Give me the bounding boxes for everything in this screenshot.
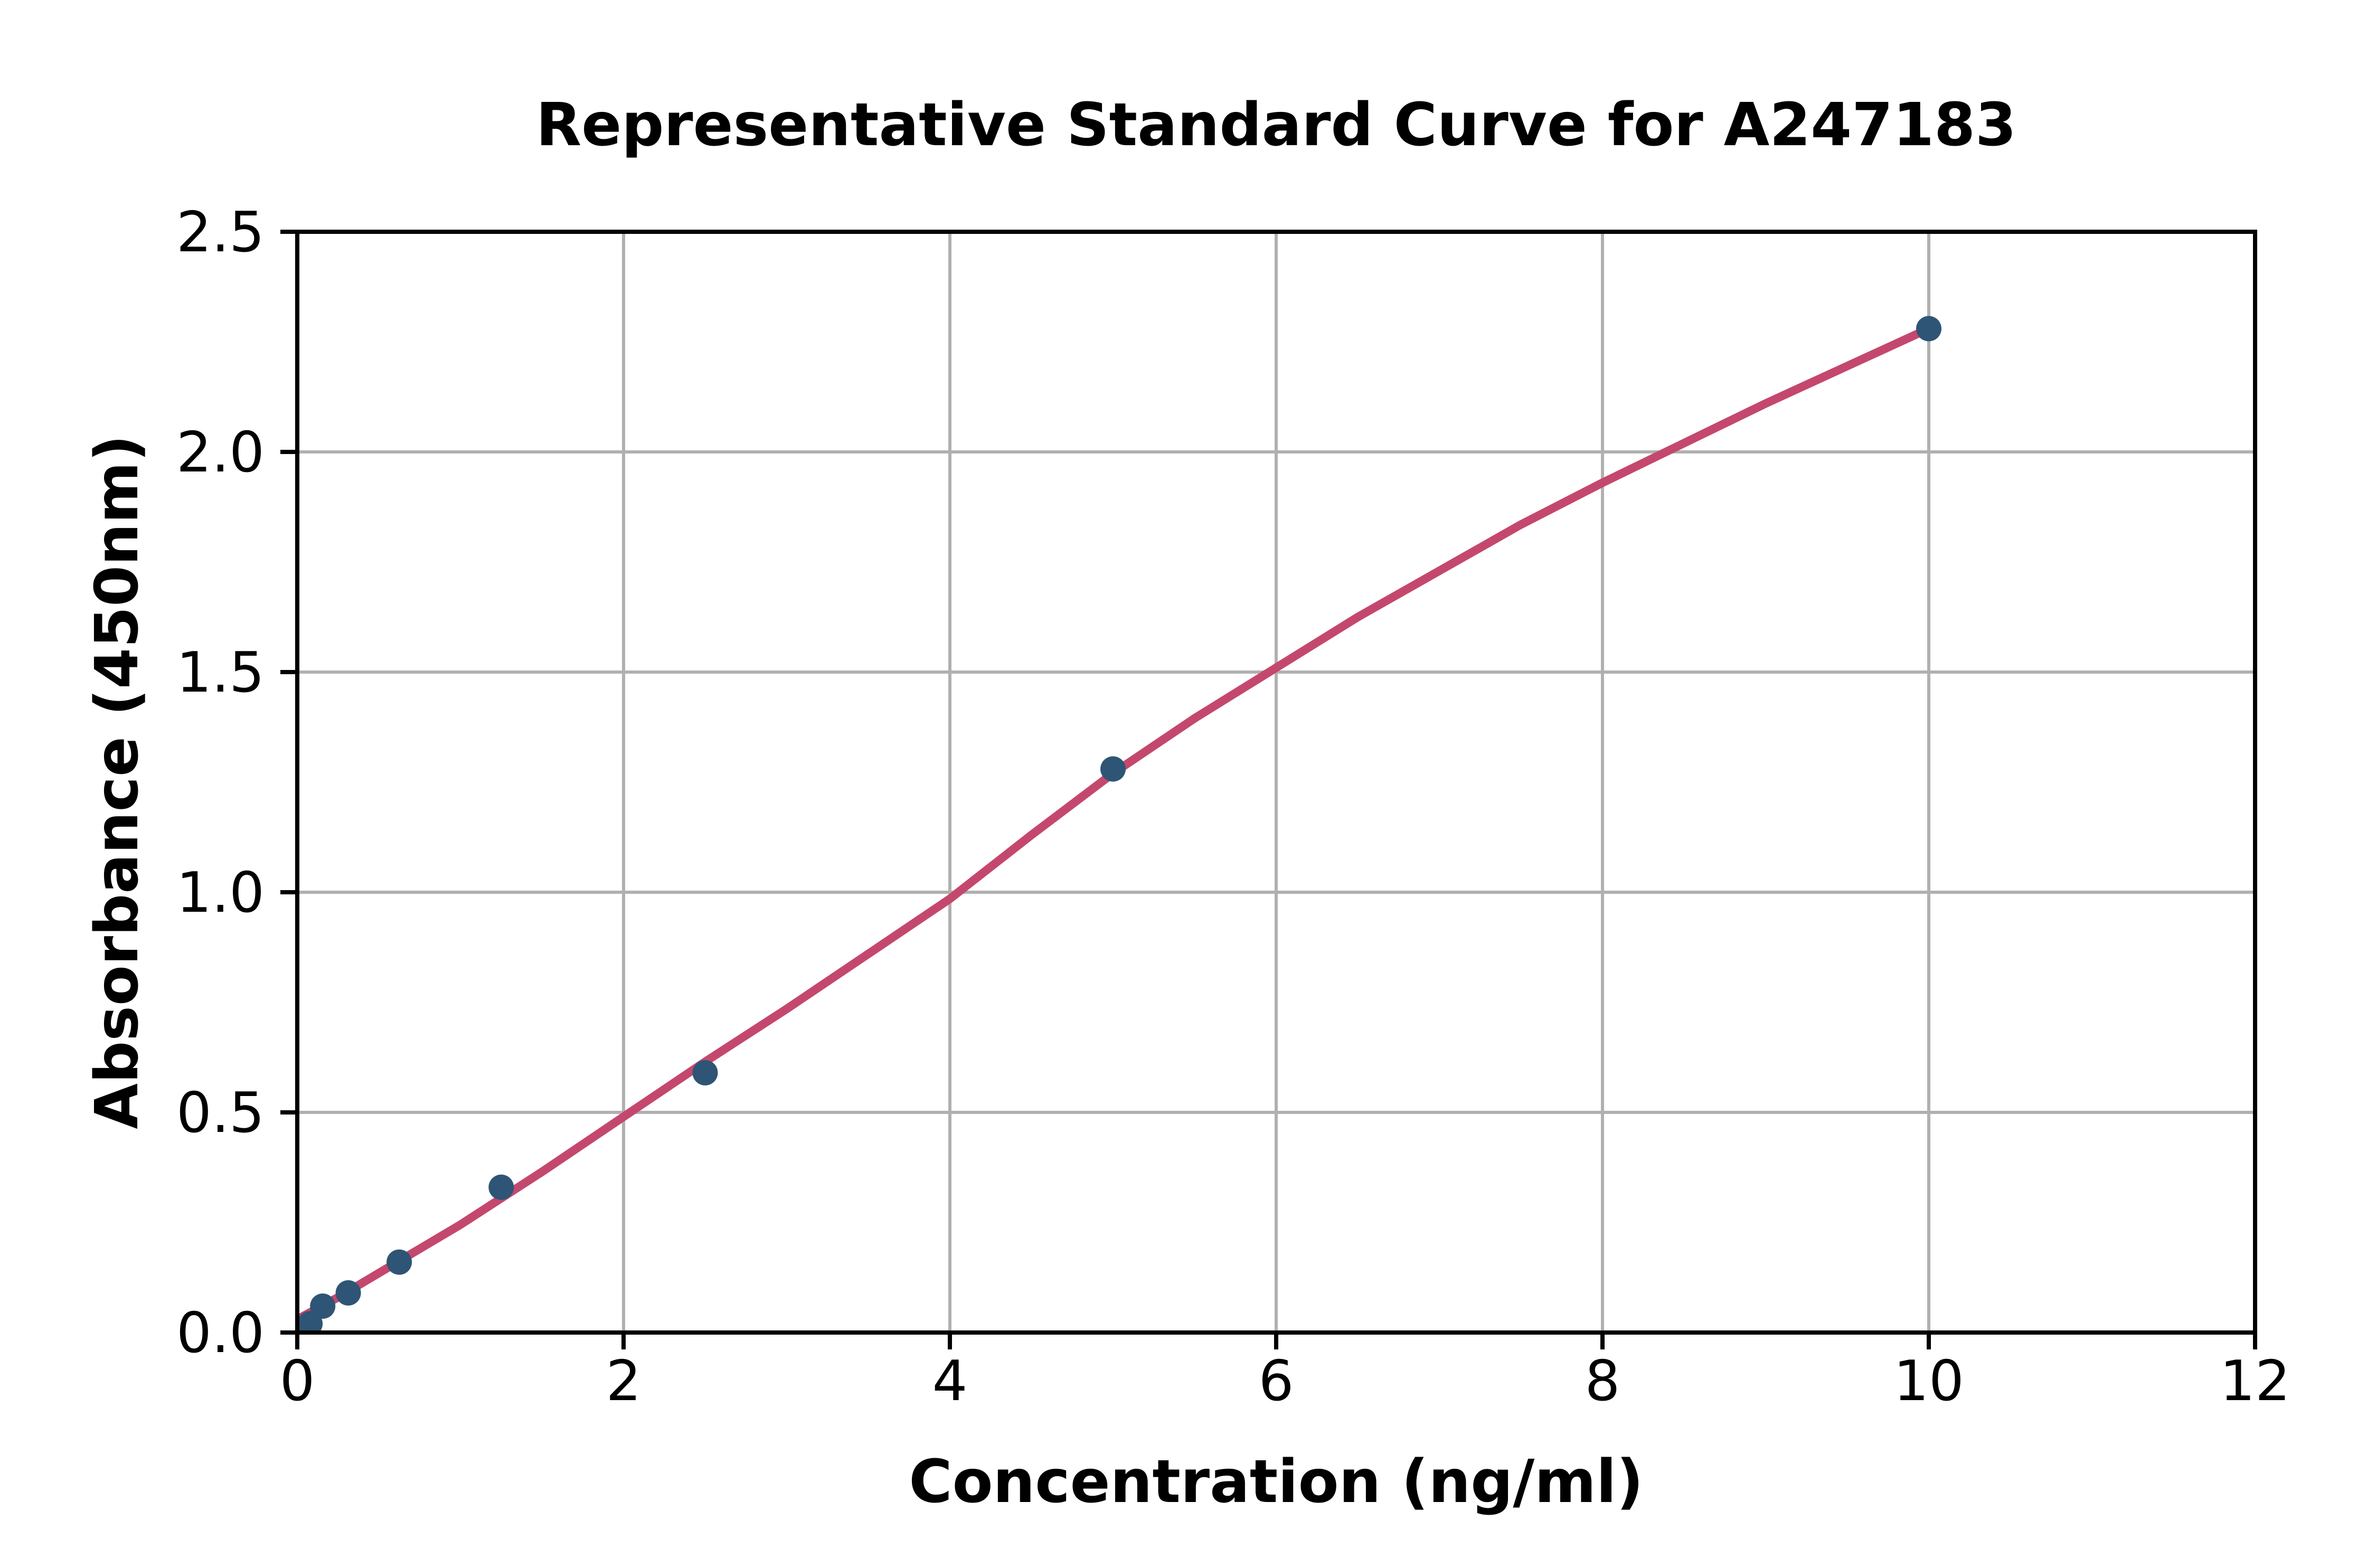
data-point (1916, 316, 1941, 342)
data-point (310, 1293, 336, 1319)
data-point (692, 1060, 718, 1085)
data-point (386, 1249, 412, 1275)
x-tick-label: 10 (1893, 1349, 1964, 1413)
y-tick-label: 2.0 (176, 420, 265, 485)
x-tick-label: 12 (2220, 1349, 2290, 1413)
chart-title: Representative Standard Curve for A24718… (536, 91, 2016, 159)
data-point (335, 1280, 361, 1306)
x-tick-label: 6 (1259, 1349, 1294, 1413)
x-tick-label: 2 (606, 1349, 642, 1413)
y-axis-label: Absorbance (450nm) (83, 434, 152, 1129)
data-point (1100, 756, 1126, 782)
x-tick-label: 0 (280, 1349, 315, 1413)
y-tick-label: 0.0 (176, 1301, 265, 1365)
y-tick-label: 1.0 (176, 861, 265, 925)
y-tick-label: 2.5 (176, 200, 265, 265)
fit-curve-line (297, 324, 1933, 1324)
x-tick-label: 8 (1585, 1349, 1620, 1413)
data-point (488, 1174, 514, 1200)
x-axis-label: Concentration (ng/ml) (909, 1448, 1644, 1516)
y-tick-label: 0.5 (176, 1081, 265, 1145)
y-tick-label: 1.5 (176, 640, 265, 705)
x-tick-label: 4 (932, 1349, 968, 1413)
